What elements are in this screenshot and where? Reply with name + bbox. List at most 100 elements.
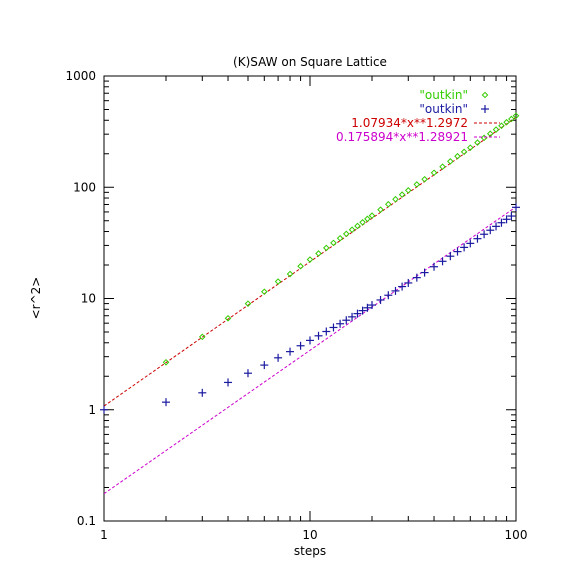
diamond-point — [354, 222, 361, 230]
plus-point — [353, 309, 362, 318]
legend-label: "outkin" — [419, 102, 468, 116]
diamond-point — [224, 314, 232, 322]
diamond-point — [508, 115, 515, 123]
diamond-point — [486, 130, 494, 137]
plus-point — [398, 282, 407, 291]
diamond-point — [260, 288, 268, 296]
diamond-point — [315, 250, 322, 257]
plus-point — [384, 291, 393, 300]
diamond-point — [492, 126, 500, 133]
diamond-point — [430, 169, 438, 177]
y-tick-label: 1000 — [65, 69, 96, 83]
plus-point — [296, 341, 305, 350]
diamond-point — [323, 244, 330, 252]
diamond-point — [330, 239, 337, 247]
diamond-point — [474, 139, 481, 146]
plus-point — [286, 347, 295, 356]
diamond-point — [454, 152, 461, 160]
plus-point — [404, 278, 413, 287]
plus-point — [329, 323, 338, 332]
diamond-point — [274, 278, 282, 285]
plus-point — [224, 378, 233, 387]
data-points — [100, 112, 520, 414]
diamond-point — [466, 144, 474, 151]
plus-point — [342, 316, 351, 325]
legend: "outkin""outkin"1.07934*x**1.29720.17589… — [336, 88, 500, 144]
plus-point — [376, 295, 385, 304]
plus-point — [363, 303, 372, 312]
diamond-point — [162, 358, 170, 366]
y-tick-label: 0.1 — [77, 514, 96, 528]
plus-point — [430, 262, 439, 271]
diamond-point — [286, 270, 294, 278]
diamond-point — [413, 181, 421, 188]
diamond-point — [377, 206, 384, 213]
plus-point — [453, 247, 462, 256]
plus-point — [438, 257, 447, 266]
plus-point — [100, 405, 108, 414]
plus-point — [492, 222, 501, 231]
plus-point — [336, 319, 345, 328]
plus-point — [198, 388, 207, 397]
plus-point — [507, 212, 516, 221]
plus-point — [502, 215, 511, 224]
diamond-point — [306, 256, 314, 263]
fit-line — [103, 206, 517, 495]
x-axis-label: steps — [294, 544, 326, 558]
plus-point — [243, 369, 252, 378]
y-tick-label: 1 — [88, 403, 96, 417]
diamond-point — [460, 148, 468, 156]
legend-symbol — [481, 105, 489, 113]
plus-point — [306, 336, 314, 345]
plus-point — [260, 361, 269, 370]
diamond-point — [336, 234, 344, 242]
legend-symbol — [481, 91, 489, 99]
plus-point — [460, 243, 469, 252]
y-axis-ticks: 0.1 1 10 100 1000 — [65, 69, 516, 528]
legend-label: "outkin" — [419, 88, 468, 102]
legend-label: 1.07934*x**1.2972 — [351, 116, 468, 130]
diamond-point — [404, 187, 412, 194]
diamond-point — [244, 300, 252, 307]
x-tick-label: 100 — [505, 528, 528, 542]
plus-point — [466, 239, 475, 248]
y-tick-label: 10 — [81, 292, 96, 306]
plus-point — [420, 268, 429, 277]
legend-label: 0.175894*x**1.28921 — [336, 130, 468, 144]
y-axis-label: <r^2> — [29, 277, 43, 320]
x-tick-label: 1 — [100, 528, 108, 542]
plus-point — [512, 203, 520, 212]
diamond-point — [439, 163, 446, 171]
plus-point — [348, 312, 357, 321]
x-tick-label: 10 — [302, 528, 317, 542]
diamond-point — [447, 158, 454, 165]
plus-point — [314, 331, 323, 340]
diamond-point — [392, 195, 399, 203]
plus-point — [486, 226, 495, 235]
plus-point — [368, 301, 377, 310]
plus-point — [480, 230, 489, 239]
diamond-point — [503, 118, 510, 126]
diamond-point — [297, 262, 304, 270]
diamond-point — [498, 122, 505, 130]
diamond-point — [421, 175, 428, 183]
plus-point — [322, 327, 331, 336]
diamond-point — [398, 191, 406, 198]
plus-point — [412, 273, 421, 282]
diamond-point — [364, 215, 371, 223]
plus-point — [446, 252, 455, 261]
plus-point — [358, 306, 367, 315]
diamond-point — [368, 212, 376, 219]
diamond-point — [512, 112, 520, 120]
chart-title: (K)SAW on Square Lattice — [233, 55, 387, 69]
plus-point — [274, 353, 283, 362]
plus-point — [497, 218, 506, 227]
diamond-point — [348, 226, 356, 234]
diamond-point — [359, 219, 366, 226]
plus-point — [162, 398, 171, 407]
plus-point — [473, 234, 482, 243]
diamond-point — [385, 200, 392, 208]
plus-point — [391, 286, 400, 295]
